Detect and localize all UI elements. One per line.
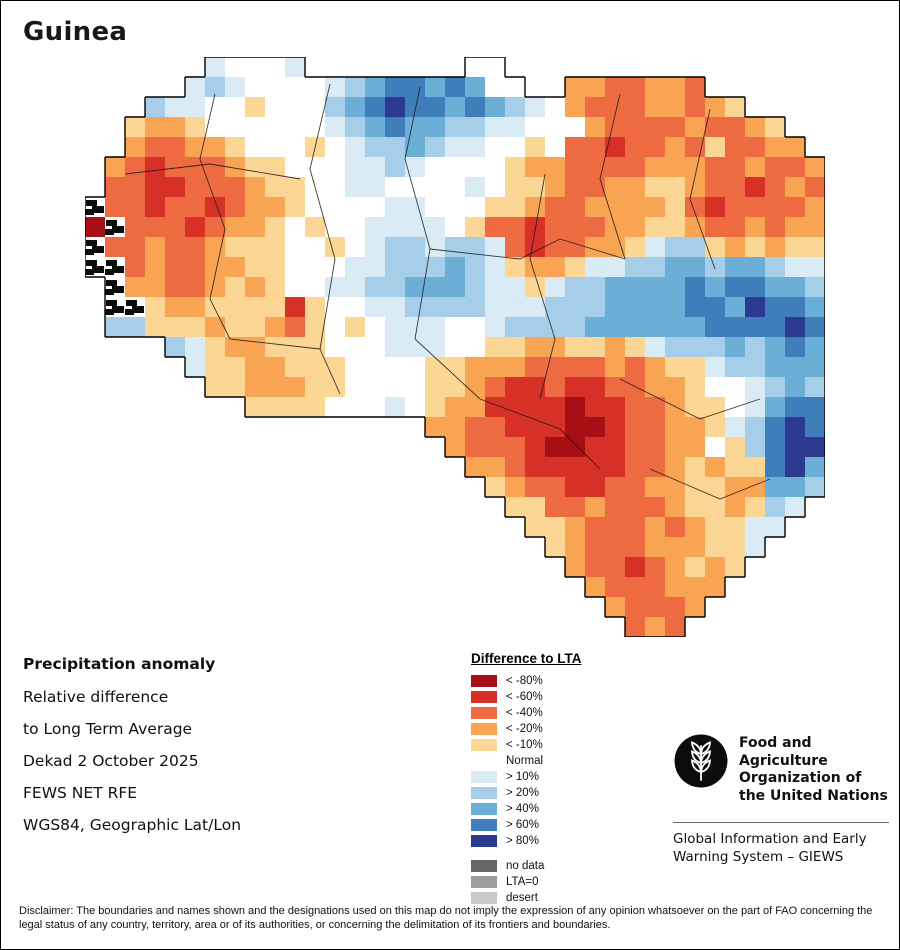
map-info-block: Precipitation anomaly Relative differenc… <box>23 655 241 848</box>
legend-label: > 10% <box>506 771 539 783</box>
precipitation-anomaly-map <box>85 57 825 637</box>
info-line: Relative difference <box>23 688 169 706</box>
legend-label: < -40% <box>506 707 543 719</box>
legend-label: > 40% <box>506 803 539 815</box>
legend-swatch <box>471 675 497 687</box>
fao-org-name: Food and Agriculture Organization of the… <box>739 735 888 804</box>
legend-swatch <box>471 739 497 751</box>
info-line: to Long Term Average <box>23 720 193 738</box>
legend-label: > 80% <box>506 835 539 847</box>
legend-label: < -20% <box>506 723 543 735</box>
legend-swatch <box>471 876 497 888</box>
legend-swatch <box>471 860 497 872</box>
legend-items: < -80% < -60% < -40% < -20% < -10% Normal > 10… <box>471 673 582 906</box>
map-legend: Difference to LTA < -80% < -60% < -40% < -2… <box>471 651 582 906</box>
legend-swatch <box>471 723 497 735</box>
fao-logo-icon <box>674 734 728 788</box>
legend-item: Normal <box>471 753 582 769</box>
legend-label: Normal <box>506 755 544 767</box>
legend-swatch <box>471 835 497 847</box>
legend-item: < -20% <box>471 721 582 737</box>
giews-name: Global Information and Early Warning Sys… <box>673 831 867 865</box>
legend-title: Difference to LTA <box>471 651 582 666</box>
legend-item: > 40% <box>471 801 582 817</box>
legend-label: < -80% <box>506 675 543 687</box>
fao-header: Food and Agriculture Organization of the… <box>673 733 889 805</box>
legend-label: desert <box>506 892 538 904</box>
legend-item: > 20% <box>471 785 582 801</box>
disclaimer-text: Disclaimer: The boundaries and names sho… <box>19 905 873 931</box>
legend-label: < -10% <box>506 739 543 751</box>
legend-swatch <box>471 803 497 815</box>
info-line: WGS84, Geographic Lat/Lon <box>23 816 242 834</box>
info-line: Dekad 2 October 2025 <box>23 752 199 770</box>
legend-label: > 60% <box>506 819 539 831</box>
legend-swatch <box>471 707 497 719</box>
legend-label: > 20% <box>506 787 539 799</box>
legend-swatch <box>471 787 497 799</box>
legend-item: < -10% <box>471 737 582 753</box>
fao-attribution: Food and Agriculture Organization of the… <box>673 733 889 866</box>
legend-item: LTA=0 <box>471 874 582 890</box>
legend-item: < -60% <box>471 689 582 705</box>
legend-item: < -80% <box>471 673 582 689</box>
legend-label: LTA=0 <box>506 876 539 888</box>
legend-item: no data <box>471 858 582 874</box>
fao-divider <box>673 822 889 823</box>
info-heading: Precipitation anomaly <box>23 655 216 673</box>
legend-swatch <box>471 892 497 904</box>
page-title: Guinea <box>23 17 128 47</box>
legend-label: no data <box>506 860 545 872</box>
legend-item: > 10% <box>471 769 582 785</box>
legend-swatch <box>471 771 497 783</box>
legend-swatch <box>471 819 497 831</box>
legend-swatch <box>471 691 497 703</box>
legend-label: < -60% <box>506 691 543 703</box>
legend-item: < -40% <box>471 705 582 721</box>
legend-item: > 60% <box>471 817 582 833</box>
legend-item: > 80% <box>471 833 582 849</box>
legend-item: desert <box>471 890 582 906</box>
info-line: FEWS NET RFE <box>23 784 138 802</box>
legend-swatch <box>471 755 497 767</box>
